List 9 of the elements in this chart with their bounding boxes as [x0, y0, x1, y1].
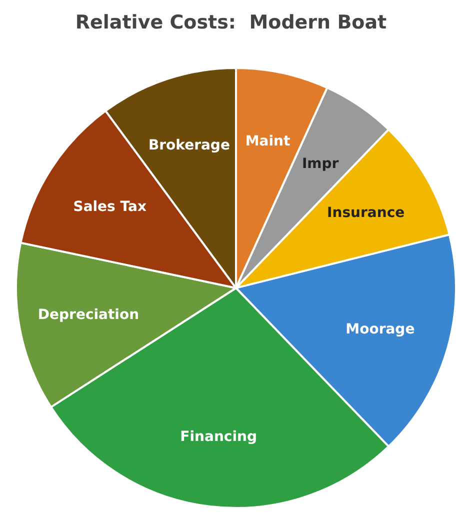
slice-label: Insurance — [327, 204, 405, 221]
slice-label: Brokerage — [148, 137, 230, 154]
slice-label: Impr — [302, 156, 339, 172]
slice-label: Financing — [180, 428, 258, 445]
slice-label: Maint — [245, 133, 291, 150]
slice-label: Moorage — [346, 321, 415, 338]
slice-label: Sales Tax — [73, 198, 146, 215]
slice-label: Depreciation — [38, 307, 140, 324]
chart-title: Relative Costs: Modern Boat — [75, 12, 387, 34]
